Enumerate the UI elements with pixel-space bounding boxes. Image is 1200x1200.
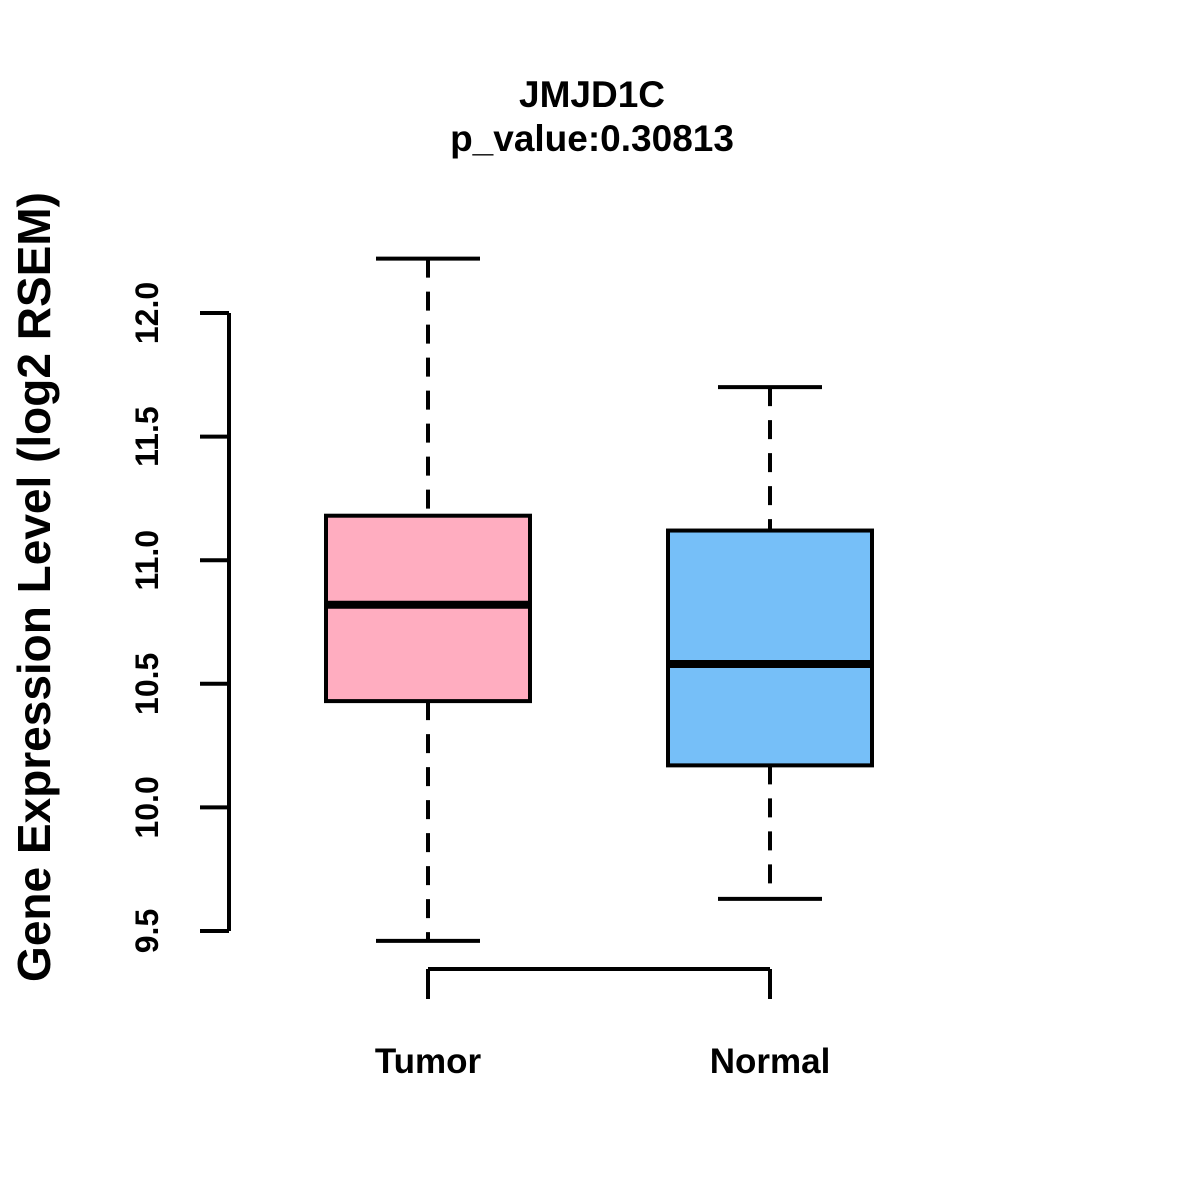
y-axis-tick-label: 10.5	[129, 653, 165, 715]
x-category-label-tumor: Tumor	[375, 1042, 482, 1081]
y-axis-tick-label: 9.5	[129, 909, 165, 953]
y-axis-tick-label: 11.5	[129, 406, 165, 467]
box-normal	[666, 528, 874, 768]
chart-title: JMJD1C	[519, 74, 665, 115]
y-axis-label: Gene Expression Level (log2 RSEM)	[8, 192, 60, 982]
chart-subtitle: p_value:0.30813	[450, 118, 734, 159]
y-axis-tick-label: 11.0	[129, 530, 165, 591]
y-axis-tick-label: 10.0	[129, 776, 165, 838]
y-axis-tick-label: 12.0	[129, 282, 165, 344]
chart-drawing-layer: 9.5 10.0 10.5 11.0 11.5 12.0	[129, 256, 874, 999]
x-category-label-normal: Normal	[710, 1042, 831, 1081]
